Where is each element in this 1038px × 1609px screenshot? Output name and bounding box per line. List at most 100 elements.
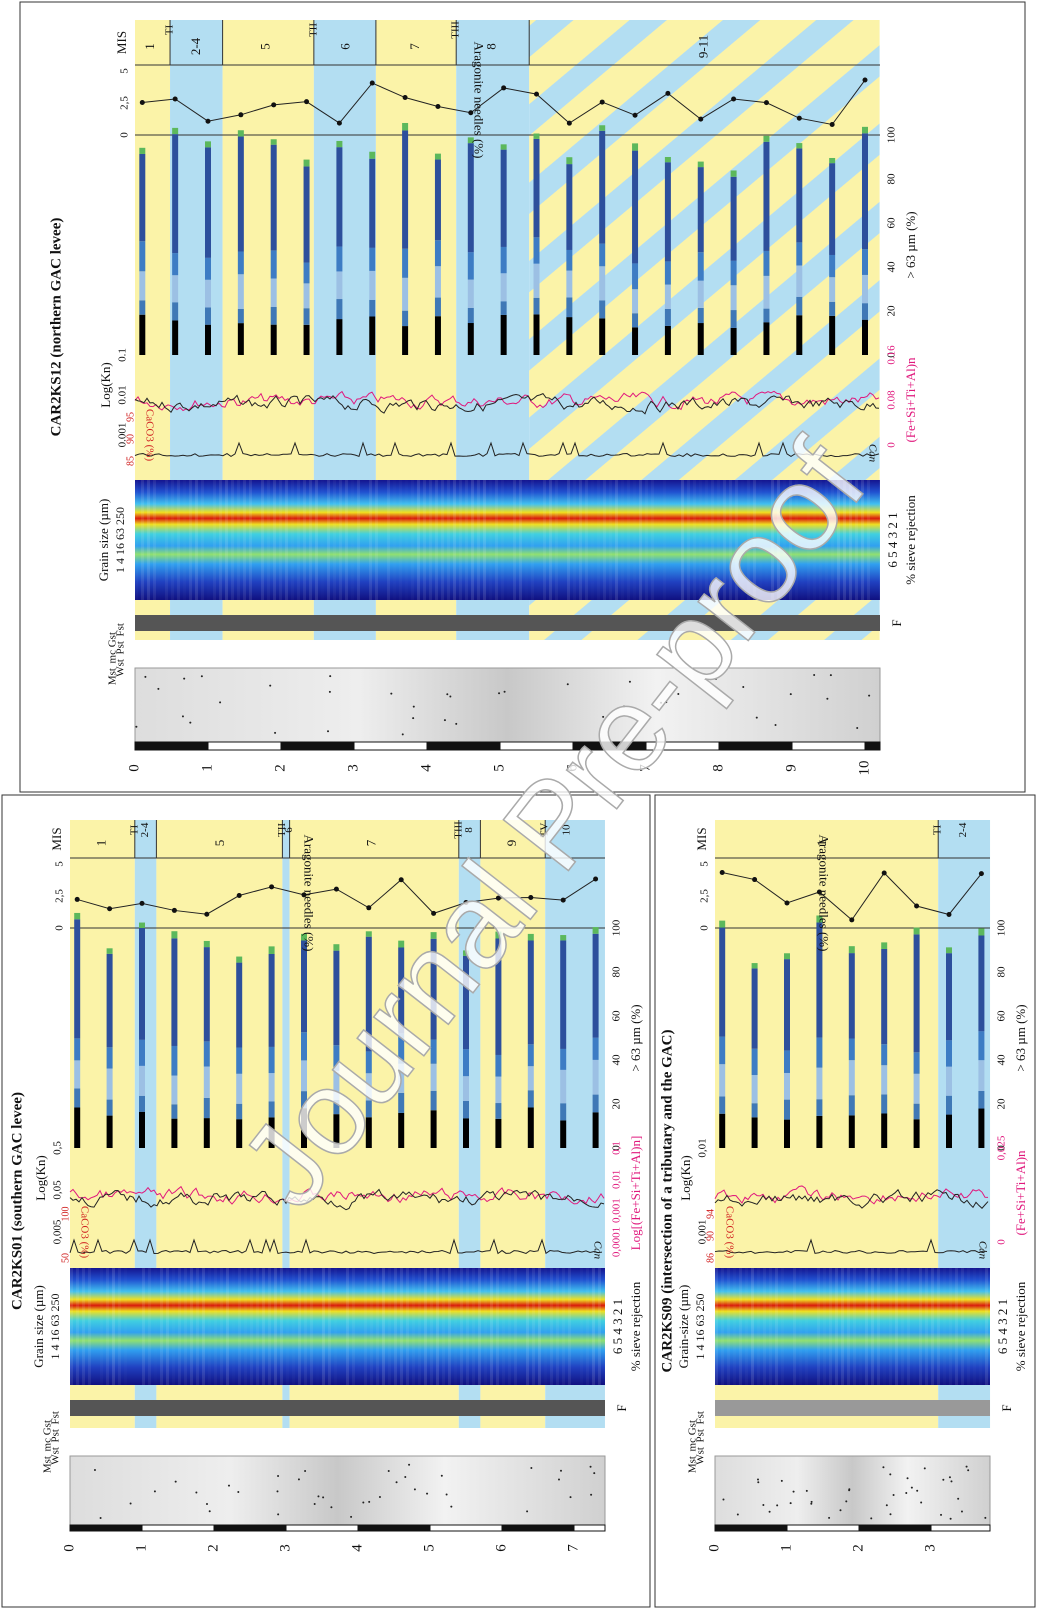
heatmap-texture [651, 480, 654, 600]
bar-segment [106, 1047, 113, 1069]
heatmap-texture [310, 1268, 313, 1385]
litho-grain [714, 677, 717, 680]
heatmap-texture [471, 480, 474, 600]
bar-segment [632, 150, 639, 264]
bar-segment [301, 940, 307, 1033]
heatmap-texture [364, 1268, 367, 1385]
heatmap-texture [220, 1268, 223, 1385]
litho-grain [957, 1497, 960, 1500]
facies-label: Fst [50, 1411, 62, 1424]
mis-stage: 5 [212, 840, 227, 847]
coarse-tick: 80 [996, 966, 1008, 978]
heatmap-texture [159, 480, 162, 600]
aragonite-title: Aragonite needles (%) [302, 835, 317, 952]
heatmap-texture [279, 480, 282, 600]
heatmap-texture [598, 1268, 601, 1385]
heatmap-texture [544, 1268, 547, 1385]
litho-grain [277, 1474, 280, 1477]
bar-segment [495, 1076, 502, 1104]
aragonite-dot [269, 884, 275, 890]
litho-grain [848, 1489, 851, 1492]
caco3-title: CaCO3 (%) [78, 1206, 90, 1259]
bar-segment [270, 307, 277, 325]
heatmap-texture [370, 1268, 373, 1385]
facies-label: Mst [107, 668, 119, 685]
heatmap-texture [459, 480, 462, 600]
aragonite-tick: 0 [699, 925, 711, 931]
bar-segment [796, 315, 803, 355]
heatmap-texture [207, 480, 210, 600]
bar-segment [336, 140, 343, 148]
heatmap-texture [172, 1268, 175, 1385]
bar-segment [268, 946, 275, 954]
bar-segment [719, 920, 726, 928]
litho-grain [526, 1510, 529, 1513]
litho-grain [413, 1488, 416, 1491]
heatmap-texture [907, 1268, 910, 1385]
heatmap-texture [448, 1268, 451, 1385]
bar-segment [171, 938, 178, 1046]
bar-segment [236, 962, 243, 1048]
heatmap-texture [711, 480, 714, 600]
aragonite-dot [501, 85, 507, 91]
heatmap-texture [357, 480, 360, 600]
heatmap-texture [261, 480, 264, 600]
facies-label: Mst [687, 1456, 699, 1473]
heatmap-texture [495, 480, 498, 600]
depth-tick: 1 [199, 764, 215, 772]
heatmap-texture [243, 480, 246, 600]
bar-segment [171, 1104, 178, 1119]
bar-segment [566, 317, 573, 355]
heatmap-texture [112, 1268, 115, 1385]
bar-segment [268, 1117, 275, 1148]
litho-grain [200, 675, 203, 678]
bar-segment [796, 242, 803, 266]
heatmap-texture [633, 480, 636, 600]
heatmap-texture [316, 1268, 319, 1385]
coarse-title: > 63 µm (%) [903, 211, 918, 278]
bar-segment [301, 1091, 307, 1109]
heatmap-texture [447, 480, 450, 600]
depth-tick: 0 [706, 1544, 722, 1552]
bar-segment [270, 144, 277, 251]
heatmap-texture [967, 1268, 970, 1385]
bar-segment [560, 935, 567, 941]
aragonite-dot [435, 103, 441, 109]
bar-segment [398, 1112, 405, 1148]
heatmap-texture [579, 480, 582, 600]
litho-grain [813, 674, 816, 677]
heatmap-texture [787, 1268, 790, 1385]
heatmap-texture [154, 1268, 157, 1385]
heatmap-texture [817, 1268, 820, 1385]
litho-grain [313, 1503, 316, 1506]
depth-tick: 3 [345, 764, 361, 772]
bar-segment [664, 261, 671, 285]
heatmap-texture [267, 480, 270, 600]
heatmap-texture [745, 1268, 748, 1385]
bar-segment [913, 1103, 920, 1120]
heatmap-texture [843, 480, 846, 600]
bar-segment [463, 1076, 469, 1101]
caco3-curve [134, 441, 880, 458]
litho-grain [237, 1491, 240, 1494]
heatmap-texture [405, 480, 408, 600]
heatmap-texture [255, 480, 258, 600]
bar-segment [74, 1107, 81, 1148]
bar-segment [270, 278, 277, 308]
bar-segment [434, 153, 441, 160]
litho-grain [950, 1480, 953, 1483]
grain-ticks: 1 4 16 63 250 [48, 1294, 62, 1360]
bar-segment [365, 936, 372, 1052]
heatmap-texture [555, 480, 558, 600]
bar-segment [303, 159, 310, 167]
bar-segment [205, 307, 211, 325]
aragonite-dot [304, 99, 310, 105]
heatmap-texture [771, 480, 774, 600]
coarse-tick: 100 [996, 919, 1008, 936]
litho-grain [227, 1484, 230, 1487]
heatmap-texture [177, 480, 180, 600]
can-label: Can [591, 1241, 603, 1260]
bar-segment [533, 133, 540, 139]
aragonite-dot [534, 91, 539, 97]
grain-ticks: 1 4 16 63 250 [113, 507, 127, 573]
